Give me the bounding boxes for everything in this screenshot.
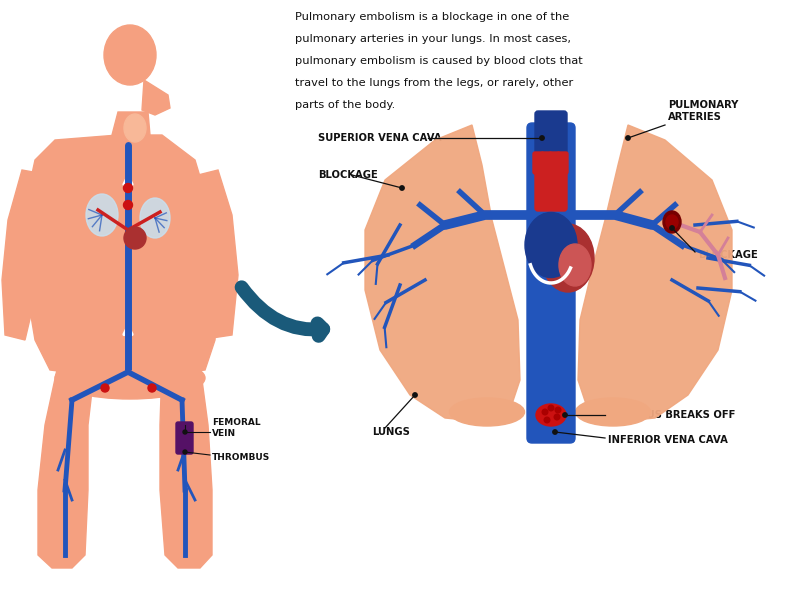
FancyBboxPatch shape [533,152,544,174]
Circle shape [626,136,630,140]
Circle shape [554,414,560,420]
Polygon shape [112,112,150,135]
Circle shape [562,413,567,417]
Text: INFERIOR VENA CAVA: INFERIOR VENA CAVA [608,435,728,445]
Ellipse shape [55,357,205,399]
Circle shape [548,405,554,411]
Circle shape [183,450,187,454]
Circle shape [670,226,674,230]
Text: BLOCKAGE: BLOCKAGE [318,170,378,180]
Ellipse shape [450,398,525,426]
Polygon shape [38,365,95,568]
Text: Pulmonary embolism is a blockage in one of the: Pulmonary embolism is a blockage in one … [295,12,570,22]
Circle shape [542,409,548,415]
Polygon shape [160,365,212,568]
FancyBboxPatch shape [541,152,552,174]
Text: travel to the lungs from the legs, or rarely, other: travel to the lungs from the legs, or ra… [295,78,574,88]
Text: THROMBUS: THROMBUS [212,454,270,463]
Circle shape [540,136,544,140]
Ellipse shape [140,198,170,238]
Circle shape [183,430,187,434]
Circle shape [101,384,109,392]
Polygon shape [365,125,520,422]
Ellipse shape [575,398,650,426]
Ellipse shape [104,25,156,85]
Text: BLOCKAGE: BLOCKAGE [698,250,758,260]
FancyBboxPatch shape [527,123,575,443]
Circle shape [148,384,156,392]
Ellipse shape [124,114,146,142]
Polygon shape [198,170,238,338]
Text: pulmonary embolism is caused by blood clots that: pulmonary embolism is caused by blood cl… [295,56,582,66]
Polygon shape [578,125,732,422]
Text: parts of the body.: parts of the body. [295,100,395,110]
Ellipse shape [124,227,146,249]
Text: EMBOLUS BREAKS OFF: EMBOLUS BREAKS OFF [608,410,735,420]
FancyBboxPatch shape [176,422,193,454]
Ellipse shape [542,224,594,292]
Circle shape [400,186,404,190]
Ellipse shape [525,212,577,277]
Circle shape [544,417,550,423]
Circle shape [123,200,133,209]
FancyBboxPatch shape [535,111,567,165]
Text: LUNGS: LUNGS [372,427,410,437]
Circle shape [123,184,133,193]
Circle shape [553,430,558,434]
Circle shape [555,407,561,413]
Text: FEMORAL
VEIN: FEMORAL VEIN [212,418,261,438]
Text: SUPERIOR VENA CAVA: SUPERIOR VENA CAVA [318,133,442,143]
Text: pulmonary arteries in your lungs. In most cases,: pulmonary arteries in your lungs. In mos… [295,34,571,44]
Polygon shape [142,80,170,115]
Ellipse shape [536,404,566,426]
Ellipse shape [86,194,118,236]
Ellipse shape [559,244,591,286]
Ellipse shape [663,211,681,233]
FancyBboxPatch shape [535,163,567,211]
Circle shape [413,393,418,397]
Ellipse shape [666,215,678,229]
FancyArrowPatch shape [242,287,323,336]
FancyBboxPatch shape [557,152,568,174]
Polygon shape [22,135,218,380]
Polygon shape [2,170,50,340]
Text: PULMONARY
ARTERIES: PULMONARY ARTERIES [668,100,738,122]
FancyBboxPatch shape [549,152,560,174]
